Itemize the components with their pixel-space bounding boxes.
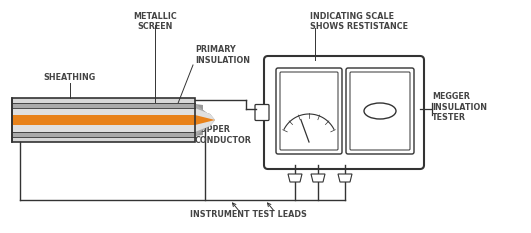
FancyBboxPatch shape — [264, 56, 424, 169]
Bar — [12, 137, 195, 142]
Bar — [12, 98, 195, 142]
Text: SHEATHING: SHEATHING — [44, 73, 96, 82]
Bar — [12, 103, 195, 137]
Text: PRIMARY
INSULATION: PRIMARY INSULATION — [195, 45, 250, 65]
Polygon shape — [195, 103, 215, 137]
FancyBboxPatch shape — [276, 68, 342, 154]
Polygon shape — [195, 108, 215, 132]
Polygon shape — [311, 174, 325, 182]
Bar — [12, 98, 195, 103]
Polygon shape — [195, 115, 215, 125]
Text: INSTRUMENT TEST LEADS: INSTRUMENT TEST LEADS — [190, 210, 306, 219]
Polygon shape — [288, 174, 302, 182]
Polygon shape — [195, 98, 215, 142]
FancyBboxPatch shape — [346, 68, 414, 154]
Text: COPPER
CONDUCTOR: COPPER CONDUCTOR — [195, 125, 252, 145]
Polygon shape — [338, 174, 352, 182]
Text: MEGGER
INSULATION
TESTER: MEGGER INSULATION TESTER — [432, 92, 487, 122]
FancyBboxPatch shape — [280, 72, 338, 150]
FancyBboxPatch shape — [255, 104, 269, 120]
FancyBboxPatch shape — [350, 72, 410, 150]
Ellipse shape — [364, 103, 396, 119]
Text: METALLIC
SCREEN: METALLIC SCREEN — [133, 12, 177, 31]
Bar — [12, 108, 195, 132]
Text: INDICATING SCALE
SHOWS RESTISTANCE: INDICATING SCALE SHOWS RESTISTANCE — [310, 12, 408, 31]
Bar — [12, 98, 195, 142]
Bar — [12, 115, 195, 125]
